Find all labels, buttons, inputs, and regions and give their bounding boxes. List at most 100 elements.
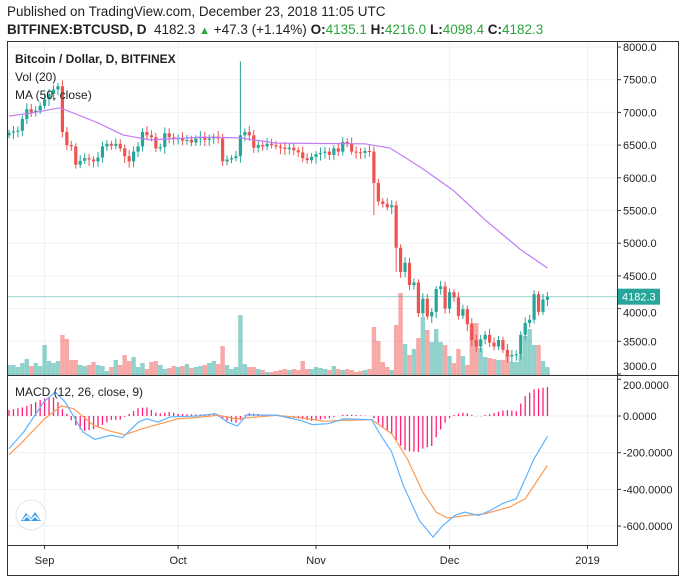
volume-bar <box>411 349 417 375</box>
volume-bar <box>33 363 38 375</box>
candle-body <box>207 138 211 140</box>
time-tick-label: Dec <box>440 555 460 567</box>
volume-bar <box>331 366 337 375</box>
volume-bar <box>340 370 345 375</box>
volume-bar <box>345 369 350 375</box>
volume-bar <box>478 348 483 375</box>
close-value: 4182.3 <box>502 22 544 37</box>
candle-body <box>158 147 162 149</box>
candle-body <box>274 145 278 147</box>
candle-body <box>332 148 336 155</box>
volume-bar <box>42 345 47 375</box>
candle-body <box>412 282 416 286</box>
volume-bar <box>207 363 212 375</box>
volume-bar <box>367 369 372 375</box>
volume-bar <box>140 363 145 375</box>
volume-bar <box>500 360 506 375</box>
volume-bar <box>482 357 488 375</box>
volume-bar <box>362 370 368 375</box>
candle-body <box>523 322 527 335</box>
volume-bar <box>100 366 105 375</box>
volume-bar <box>20 363 25 375</box>
volume-bar <box>118 365 123 375</box>
candle-body <box>69 145 73 147</box>
volume-bar <box>309 369 314 375</box>
candle-body <box>443 286 447 309</box>
price-tick-label: 7000.0 <box>623 107 657 119</box>
candle-body <box>238 135 242 157</box>
volume-bar <box>540 361 546 375</box>
volume-bar <box>256 369 261 375</box>
volume-bar <box>69 360 74 375</box>
low-label: L: <box>429 22 443 37</box>
volume-bar <box>162 369 167 375</box>
price-tick-label: 4500.0 <box>623 271 657 283</box>
candle-body <box>479 339 483 347</box>
volume-bar <box>469 323 474 375</box>
candle-body <box>403 262 407 272</box>
candle-body <box>456 297 461 316</box>
candle-body <box>38 105 42 111</box>
candle-body <box>354 151 358 153</box>
high-label: H: <box>370 22 385 37</box>
volume-bar <box>233 367 239 375</box>
candle-body <box>350 143 354 152</box>
volume-bar <box>336 369 341 375</box>
volume-bar <box>184 364 190 375</box>
candle-body <box>394 205 398 248</box>
candle-body <box>127 156 131 162</box>
candle-body <box>269 143 274 146</box>
volume-bar <box>358 371 363 375</box>
volume-bar <box>91 362 96 375</box>
candle-body <box>452 292 456 298</box>
price-tick-label: 5500.0 <box>623 206 657 218</box>
price-tick-label: 3500.0 <box>623 336 657 348</box>
candle-body <box>185 139 189 141</box>
volume-bar <box>215 364 221 375</box>
price-tick-label: 5000.0 <box>623 238 657 250</box>
volume-bar <box>144 369 150 375</box>
candle-body <box>385 203 389 208</box>
volume-bar <box>371 327 377 375</box>
candle-body <box>372 151 376 184</box>
macd-tick-label: 0.0000 <box>623 411 657 423</box>
candle-body <box>43 99 47 106</box>
volume-bar <box>11 365 16 375</box>
volume-bar <box>327 370 332 375</box>
candle-body <box>528 319 532 323</box>
candle-body <box>323 151 327 153</box>
candle-body <box>109 143 113 146</box>
candle-body <box>136 146 140 152</box>
price-tick-label: 6500.0 <box>623 140 657 152</box>
macd-tick-label: -400.0000 <box>623 484 673 496</box>
macd-tick-label: -600.0000 <box>623 521 673 533</box>
signal-line <box>8 405 548 519</box>
volume-bar <box>242 364 248 375</box>
tradingview-logo-icon[interactable] <box>15 499 47 531</box>
volume-bar <box>238 315 243 375</box>
candle-body <box>96 157 100 162</box>
volume-bar <box>73 360 78 375</box>
ma-layer <box>8 107 617 298</box>
volume-bar <box>438 342 443 375</box>
candle-body <box>243 132 247 136</box>
candle-body <box>399 247 403 272</box>
candle-body <box>296 150 300 153</box>
volume-bar <box>456 349 461 375</box>
candle-body <box>434 288 438 312</box>
candle-body <box>47 94 51 100</box>
volume-bar <box>389 370 394 375</box>
volume-bar <box>167 368 172 375</box>
volume-bar <box>37 366 43 375</box>
macd-layer <box>8 387 549 539</box>
last-price-label: 4182.3 <box>622 292 656 304</box>
volume-bar <box>442 345 448 375</box>
candle-body <box>345 141 349 144</box>
volume-bar <box>505 355 510 375</box>
candle-body <box>416 282 420 314</box>
candle-body <box>292 147 296 151</box>
candle-body <box>65 132 69 146</box>
volume-bar <box>193 367 199 375</box>
candle-body <box>376 183 380 202</box>
